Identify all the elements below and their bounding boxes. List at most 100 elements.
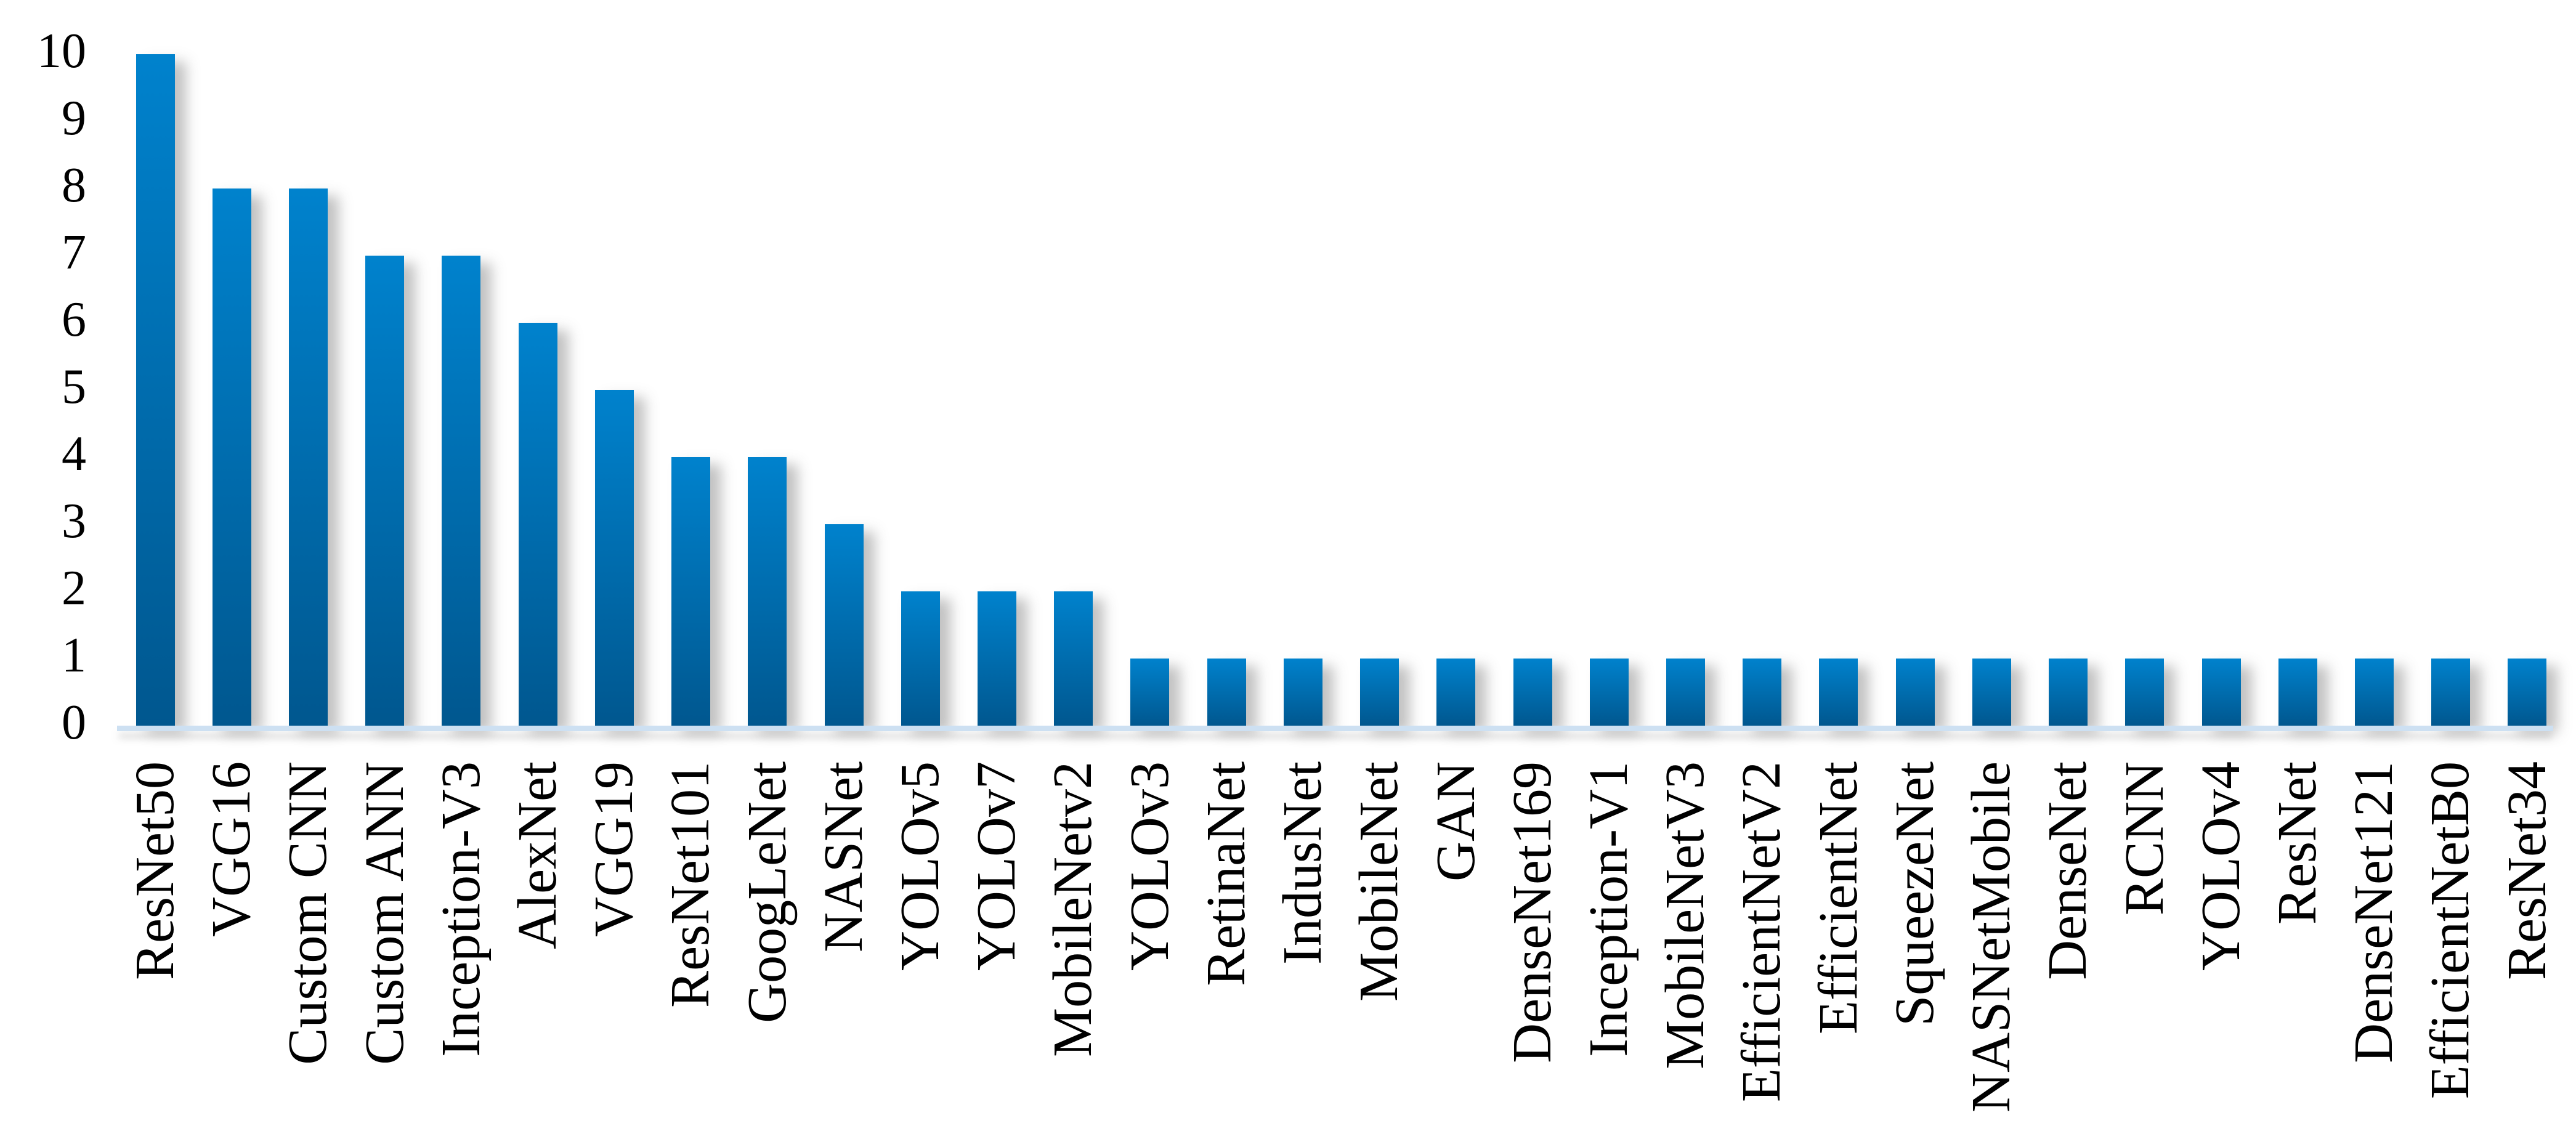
x-label-slot: YOLOv4 <box>2183 761 2259 1139</box>
x-axis-label-Inception-V3: Inception-V3 <box>430 761 492 1057</box>
x-axis-label-NASNet: NASNet <box>812 761 874 952</box>
bar-slot <box>117 0 193 726</box>
x-axis-label-ResNet50: ResNet50 <box>124 761 185 980</box>
x-label-slot: IndusNet <box>1265 761 1341 1139</box>
x-axis-label-VGG19: VGG19 <box>583 761 645 937</box>
bar-slot <box>806 0 882 726</box>
x-axis-label-EfficientNetV2: EfficientNetV2 <box>1731 761 1792 1103</box>
bar-Custom CNN <box>289 188 328 726</box>
bar-slot <box>1724 0 1800 726</box>
x-label-slot: NASNet <box>806 761 882 1139</box>
bar-slot <box>1112 0 1188 726</box>
bar-slot <box>576 0 652 726</box>
x-label-slot: VGG16 <box>193 761 270 1139</box>
x-label-slot: VGG19 <box>576 761 652 1139</box>
x-axis-label-YOLOv5: YOLOv5 <box>889 761 951 971</box>
bar-ResNet50 <box>136 54 175 726</box>
bar-DenseNet121 <box>2354 659 2394 726</box>
x-label-slot: YOLOv3 <box>1112 761 1188 1139</box>
x-label-slot: GoogLeNet <box>729 761 806 1139</box>
x-label-slot: ResNet101 <box>653 761 729 1139</box>
bar-slot <box>423 0 500 726</box>
x-label-slot: ResNet50 <box>117 761 193 1139</box>
x-label-slot: DenseNet169 <box>1494 761 1571 1139</box>
x-axis-label-AlexNet: AlexNet <box>506 761 568 949</box>
x-label-slot: Custom ANN <box>347 761 423 1139</box>
x-label-slot: MobileNetv2 <box>1035 761 1112 1139</box>
bar-slot <box>2107 0 2183 726</box>
bar-slot <box>2030 0 2106 726</box>
bar-Inception-V1 <box>1589 659 1629 726</box>
x-axis-label-YOLOv7: YOLOv7 <box>966 761 1027 971</box>
x-axis-label-VGG16: VGG16 <box>201 761 262 937</box>
bar-NASNet <box>824 524 864 726</box>
x-axis-label-RetinaNet: RetinaNet <box>1195 761 1257 986</box>
bar-ResNet <box>2278 659 2317 726</box>
y-tick-label-1: 1 <box>62 628 86 683</box>
bar-IndusNet <box>1283 659 1322 726</box>
bar-slot <box>958 0 1035 726</box>
bar-slot <box>882 0 958 726</box>
x-axis-label-MobileNetv2: MobileNetv2 <box>1042 761 1104 1057</box>
bars-row <box>117 0 2566 726</box>
x-axis-line <box>117 726 2553 731</box>
bar-NASNetMobile <box>1972 659 2011 726</box>
x-axis-label-GoogLeNet: GoogLeNet <box>736 761 798 1023</box>
bar-GoogLeNet <box>748 457 787 726</box>
bar-VGG16 <box>212 188 251 726</box>
bar-slot <box>1418 0 1494 726</box>
x-axis-labels: ResNet50 VGG16 Custom CNN Custom ANN Incepti… <box>117 761 2566 1139</box>
bar-ResNet34 <box>2508 659 2547 726</box>
x-axis-label-RCNN: RCNN <box>2113 761 2175 916</box>
bar-DenseNet169 <box>1513 659 1552 726</box>
x-label-slot: NASNetMobile <box>1953 761 2030 1139</box>
bar-slot <box>347 0 423 726</box>
x-axis-label-MobileNetV3: MobileNetV3 <box>1655 761 1716 1069</box>
x-axis-label-IndusNet: IndusNet <box>1272 761 1334 965</box>
y-tick-label-0: 0 <box>62 695 86 750</box>
bar-YOLOv5 <box>901 591 940 726</box>
bar-Custom ANN <box>365 256 405 726</box>
x-label-slot: YOLOv5 <box>882 761 958 1139</box>
bar-EfficientNetV2 <box>1743 659 1782 726</box>
bar-slot <box>1800 0 1877 726</box>
x-label-slot: DenseNet121 <box>2336 761 2412 1139</box>
bar-slot <box>1342 0 1418 726</box>
x-axis-label-ResNet34: ResNet34 <box>2496 761 2558 980</box>
x-axis-label-MobileNet: MobileNet <box>1348 761 1410 1002</box>
x-label-slot: AlexNet <box>500 761 576 1139</box>
y-axis: 0 1 2 3 4 5 6 7 8 9 10 <box>0 0 86 1139</box>
y-tick-label-7: 7 <box>62 225 86 280</box>
bar-slot <box>2413 0 2489 726</box>
bar-EfficientNet <box>1819 659 1858 726</box>
x-axis-label-EfficientNet: EfficientNet <box>1807 761 1869 1035</box>
x-label-slot: ResNet34 <box>2489 761 2566 1139</box>
x-axis-label-YOLOv4: YOLOv4 <box>2190 761 2251 971</box>
bar-slot <box>1877 0 1953 726</box>
x-axis-label-Custom ANN: Custom ANN <box>354 761 415 1065</box>
bar-slot <box>2259 0 2336 726</box>
bar-MobileNetv2 <box>1054 591 1093 726</box>
bar-slot <box>1035 0 1112 726</box>
x-axis-label-ResNet101: ResNet101 <box>660 761 721 1008</box>
x-axis-label-DenseNet121: DenseNet121 <box>2343 761 2405 1063</box>
bar-ResNet101 <box>671 457 711 726</box>
x-label-slot: SqueezeNet <box>1877 761 1953 1139</box>
bar-slot <box>1494 0 1571 726</box>
bar-MobileNetV3 <box>1666 659 1705 726</box>
x-label-slot: YOLOv7 <box>958 761 1035 1139</box>
bar-slot <box>270 0 346 726</box>
x-label-slot: Inception-V3 <box>423 761 500 1139</box>
x-axis-label-NASNetMobile: NASNetMobile <box>1961 761 2022 1113</box>
bar-RCNN <box>2125 659 2165 726</box>
bar-slot <box>1953 0 2030 726</box>
x-axis-label-DenseNet: DenseNet <box>2037 761 2099 980</box>
bar-slot <box>1265 0 1341 726</box>
x-label-slot: RetinaNet <box>1188 761 1265 1139</box>
x-axis-label-GAN: GAN <box>1425 761 1486 882</box>
x-label-slot: EfficientNetV2 <box>1724 761 1800 1139</box>
bar-YOLOv7 <box>978 591 1017 726</box>
y-tick-label-8: 8 <box>62 158 86 213</box>
bar-SqueezeNet <box>1895 659 1935 726</box>
